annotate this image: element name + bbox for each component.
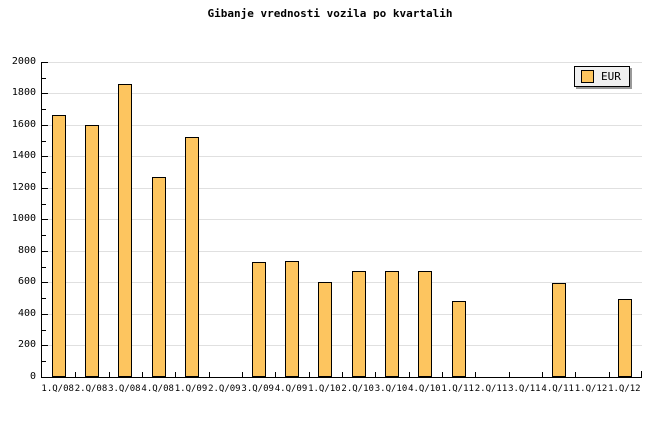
y-axis-tick — [42, 172, 46, 173]
x-axis-tick — [442, 372, 443, 377]
x-tick-label-4: 1.Q/09 — [174, 384, 208, 394]
x-axis-tick — [109, 372, 110, 377]
gridline-600 — [42, 282, 642, 283]
x-tick-label-0: 1.Q/08 — [41, 384, 74, 394]
x-axis-tick — [575, 372, 576, 377]
bar-1.Q/11 — [452, 301, 466, 377]
y-axis-tick — [42, 282, 48, 283]
bar-2.Q/10 — [352, 271, 366, 377]
gridline-1000 — [42, 219, 642, 220]
bar-1.Q/12 — [618, 299, 632, 377]
gridline-800 — [42, 251, 642, 252]
bar-2.Q/08 — [85, 125, 99, 377]
x-axis-tick — [142, 372, 143, 377]
gridline-2000 — [42, 62, 642, 63]
y-axis-tick — [42, 62, 48, 63]
x-tick-label-10: 3.Q/10 — [374, 384, 408, 394]
x-tick-label-14: 3.Q/11 — [508, 384, 541, 394]
gridline-1200 — [42, 188, 642, 189]
y-axis-tick — [42, 78, 46, 79]
y-axis-tick — [42, 141, 46, 142]
y-axis-tick — [42, 204, 46, 205]
y-axis-tick — [42, 267, 46, 268]
y-tick-label-1000: 1000 — [11, 213, 36, 224]
bar-1.Q/10 — [318, 282, 332, 377]
y-axis-tick — [42, 156, 48, 157]
plot-area — [41, 62, 642, 378]
x-tick-label-7: 4.Q/09 — [274, 384, 308, 394]
x-tick-label-9: 2.Q/10 — [341, 384, 374, 394]
gridline-1600 — [42, 125, 642, 126]
x-axis-tick — [409, 372, 410, 377]
bar-3.Q/08 — [118, 84, 132, 377]
x-tick-label-13: 2.Q/11 — [474, 384, 508, 394]
y-axis-tick — [42, 330, 46, 331]
y-tick-label-1800: 1800 — [11, 87, 36, 98]
x-axis-tick — [609, 372, 610, 377]
bar-4.Q/10 — [418, 271, 432, 377]
bar-3.Q/10 — [385, 271, 399, 377]
y-tick-label-0: 0 — [29, 371, 36, 382]
y-axis-tick — [42, 109, 46, 110]
legend-swatch-icon — [581, 70, 594, 83]
x-tick-label-12: 1.Q/11 — [441, 384, 474, 394]
y-tick-label-2000: 2000 — [11, 56, 36, 67]
x-tick-label-17: 1.Q/12 — [608, 384, 641, 394]
legend: EUR — [574, 66, 630, 87]
y-tick-label-800: 800 — [17, 245, 36, 256]
gridline-1800 — [42, 93, 642, 94]
x-tick-label-6: 3.Q/09 — [241, 384, 274, 394]
y-tick-label-1600: 1600 — [11, 119, 36, 130]
bar-1.Q/08 — [52, 115, 66, 377]
gridline-1400 — [42, 156, 642, 157]
legend-label: EUR — [601, 70, 621, 83]
bar-4.Q/09 — [285, 261, 299, 377]
bar-3.Q/09 — [252, 262, 266, 377]
y-tick-label-1400: 1400 — [11, 150, 36, 161]
x-tick-label-2: 3.Q/08 — [108, 384, 141, 394]
bar-4.Q/11 — [552, 283, 566, 377]
x-tick-label-8: 1.Q/10 — [308, 384, 341, 394]
y-axis-tick — [42, 361, 46, 362]
x-axis-tick — [175, 372, 176, 377]
y-axis-tick — [42, 235, 46, 236]
gridline-200 — [42, 345, 642, 346]
y-axis-tick — [42, 345, 48, 346]
y-axis-tick — [42, 93, 48, 94]
y-tick-label-400: 400 — [17, 308, 36, 319]
x-axis-tick — [209, 372, 210, 377]
gridline-400 — [42, 314, 642, 315]
y-tick-label-200: 200 — [17, 339, 36, 350]
x-axis-tick — [509, 372, 510, 377]
x-axis-tick — [542, 372, 543, 377]
y-axis-tick — [42, 188, 48, 189]
x-tick-label-11: 4.Q/10 — [408, 384, 441, 394]
x-tick-label-16: 1.Q/12 — [574, 384, 608, 394]
y-axis-tick — [42, 251, 48, 252]
y-tick-label-600: 600 — [17, 276, 36, 287]
x-tick-label-1: 2.Q/08 — [74, 384, 108, 394]
x-axis-tick — [375, 372, 376, 377]
chart-title: Gibanje vrednosti vozila po kvartalih — [207, 7, 453, 20]
x-axis-endcap-tick — [641, 371, 642, 377]
y-axis-tick — [42, 298, 46, 299]
x-axis-tick — [75, 372, 76, 377]
y-tick-label-1200: 1200 — [11, 182, 36, 193]
y-axis-tick — [42, 219, 48, 220]
x-tick-label-15: 4.Q/11 — [541, 384, 574, 394]
bar-4.Q/08 — [152, 177, 166, 377]
x-axis-tick — [342, 372, 343, 377]
x-tick-label-5: 2.Q/09 — [208, 384, 241, 394]
x-axis-tick — [242, 372, 243, 377]
bar-1.Q/09 — [185, 137, 199, 377]
y-axis-tick — [42, 125, 48, 126]
x-axis-tick — [275, 372, 276, 377]
x-tick-label-3: 4.Q/08 — [141, 384, 174, 394]
y-axis-tick — [42, 314, 48, 315]
x-axis-tick — [475, 372, 476, 377]
x-axis-tick — [309, 372, 310, 377]
